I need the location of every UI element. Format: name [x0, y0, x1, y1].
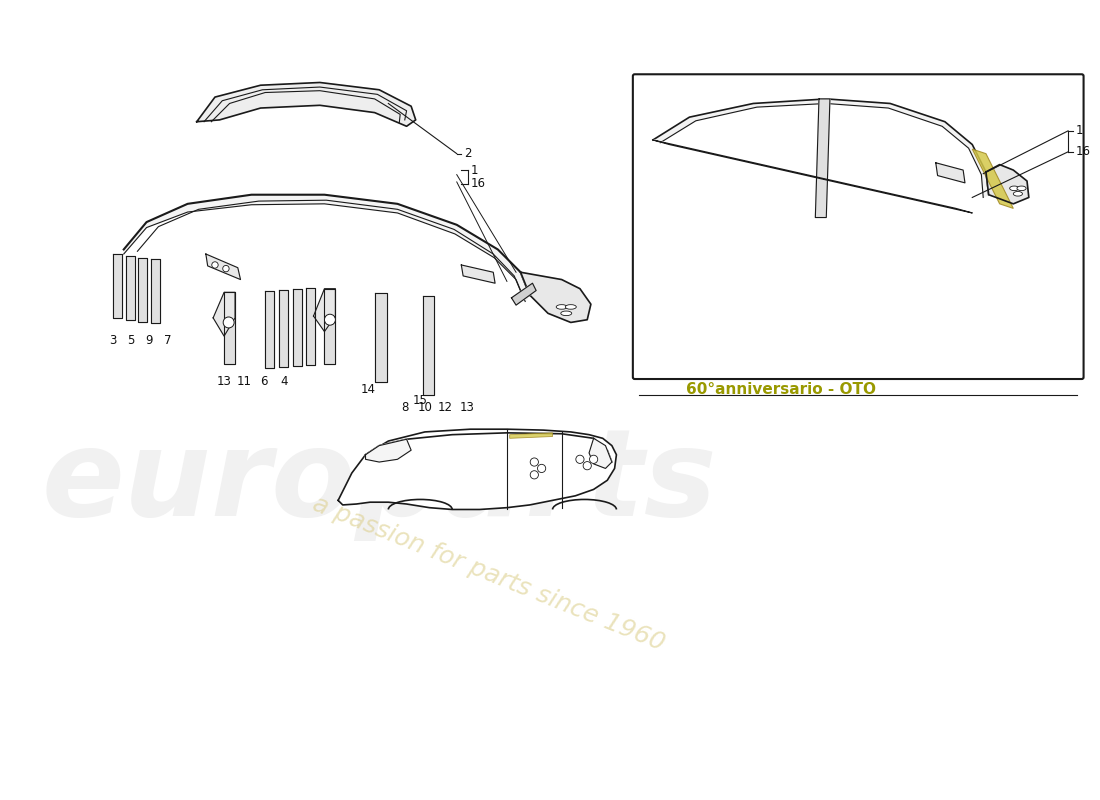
Text: 15: 15 [412, 394, 428, 406]
Polygon shape [224, 292, 235, 363]
Polygon shape [815, 99, 829, 218]
Polygon shape [123, 194, 530, 302]
Text: a passion for parts since 1960: a passion for parts since 1960 [309, 491, 669, 655]
Polygon shape [365, 439, 411, 462]
Circle shape [575, 455, 584, 463]
Polygon shape [338, 429, 616, 510]
Polygon shape [293, 289, 301, 366]
Polygon shape [509, 433, 552, 438]
Circle shape [212, 262, 218, 268]
Text: 13: 13 [217, 375, 231, 388]
Polygon shape [653, 99, 989, 198]
Text: 8: 8 [402, 401, 408, 414]
Text: 10: 10 [417, 401, 432, 414]
Polygon shape [314, 289, 336, 331]
Circle shape [583, 462, 592, 470]
Text: 4: 4 [280, 375, 288, 388]
Text: 1: 1 [471, 163, 477, 177]
Text: 12: 12 [438, 401, 452, 414]
Polygon shape [512, 283, 536, 305]
Polygon shape [197, 82, 416, 126]
Polygon shape [206, 254, 241, 279]
Ellipse shape [1018, 186, 1026, 190]
Text: 9: 9 [145, 334, 153, 347]
Polygon shape [653, 140, 972, 213]
Circle shape [223, 317, 234, 328]
Polygon shape [590, 438, 612, 469]
Text: 2: 2 [464, 147, 472, 160]
Polygon shape [139, 258, 147, 322]
FancyBboxPatch shape [632, 74, 1084, 379]
Text: 60°anniversario - OTO: 60°anniversario - OTO [685, 382, 876, 397]
Text: 16: 16 [1076, 146, 1090, 158]
Circle shape [530, 458, 538, 466]
Text: 3: 3 [109, 334, 117, 347]
Text: 14: 14 [361, 382, 376, 395]
Circle shape [538, 464, 546, 473]
Polygon shape [151, 259, 161, 323]
Ellipse shape [1010, 186, 1019, 190]
Circle shape [590, 455, 597, 463]
Text: 5: 5 [128, 334, 134, 347]
Text: 6: 6 [261, 375, 268, 388]
Text: europarts: europarts [42, 424, 717, 541]
Polygon shape [213, 292, 235, 336]
Polygon shape [265, 290, 274, 368]
Text: 13: 13 [460, 401, 474, 414]
Ellipse shape [561, 311, 572, 316]
Polygon shape [125, 256, 134, 320]
Polygon shape [972, 149, 1013, 208]
Text: 1: 1 [1076, 124, 1082, 138]
Polygon shape [986, 165, 1028, 204]
Polygon shape [113, 254, 122, 318]
Polygon shape [375, 294, 386, 382]
Ellipse shape [1013, 191, 1022, 196]
Circle shape [530, 470, 538, 479]
Polygon shape [278, 290, 288, 367]
Text: 7: 7 [164, 334, 172, 347]
Text: 11: 11 [236, 375, 252, 388]
Circle shape [222, 266, 229, 272]
Polygon shape [461, 265, 495, 283]
Polygon shape [936, 162, 965, 183]
Polygon shape [324, 289, 336, 363]
Ellipse shape [557, 305, 568, 310]
Polygon shape [424, 296, 433, 395]
Ellipse shape [565, 305, 576, 310]
Polygon shape [306, 288, 316, 366]
Circle shape [324, 314, 336, 325]
Text: 16: 16 [471, 178, 485, 190]
Polygon shape [520, 272, 591, 322]
